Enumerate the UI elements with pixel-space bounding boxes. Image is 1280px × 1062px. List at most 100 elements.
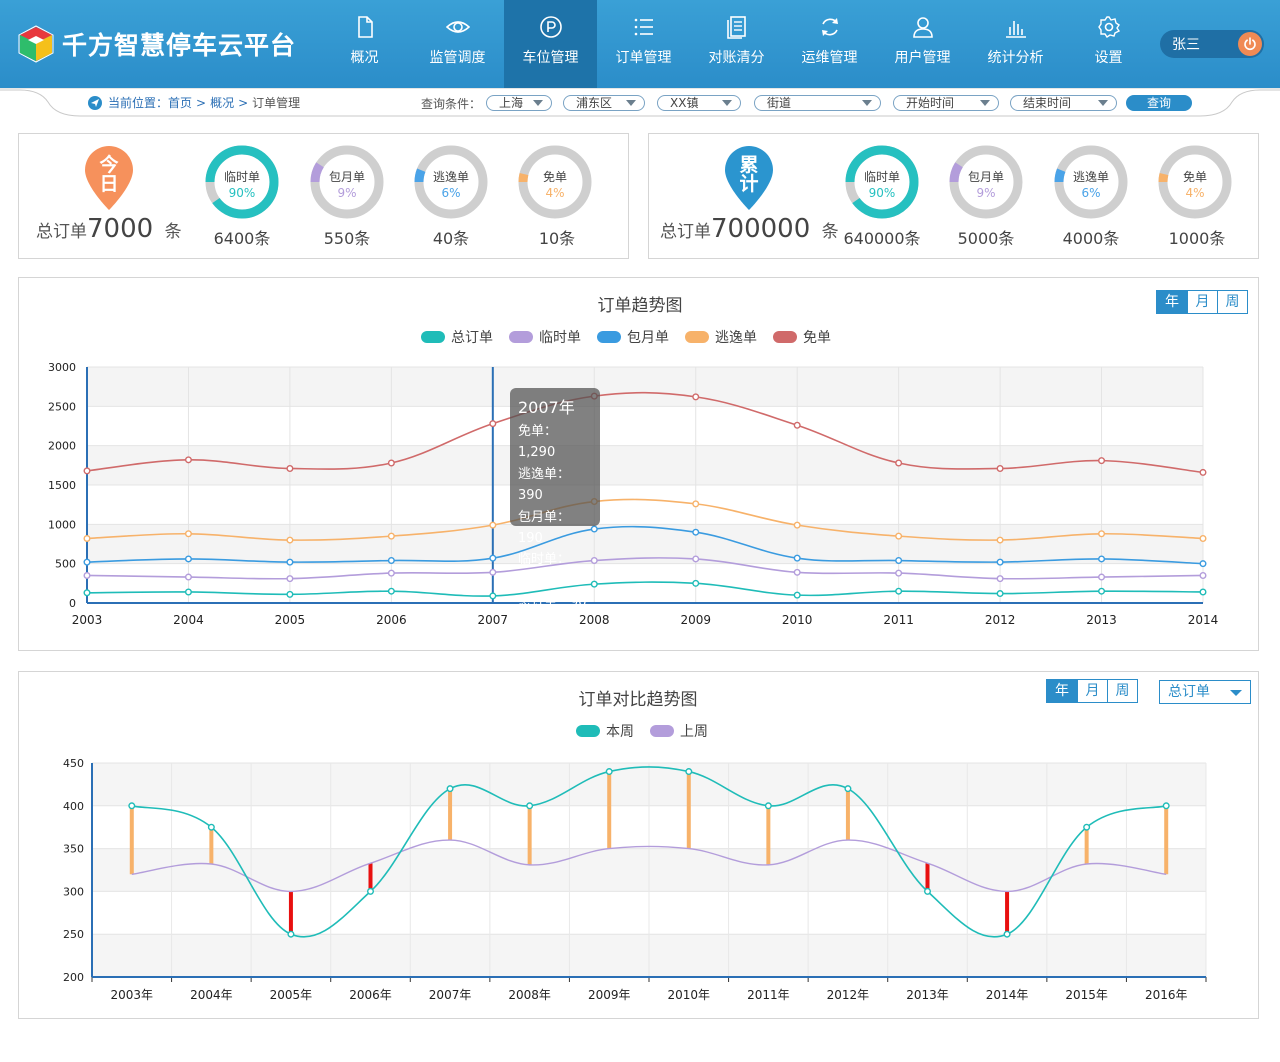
- series-line: [86, 391, 1204, 474]
- town-select-value: XX镇: [670, 96, 699, 110]
- street-select[interactable]: 街道: [754, 95, 881, 111]
- legend-swatch: [773, 331, 797, 343]
- chevron-down-icon: [980, 100, 990, 106]
- y-tick-label: 0: [69, 597, 76, 610]
- data-point: [1098, 573, 1106, 581]
- donut-arc: [949, 145, 1023, 219]
- legend-item[interactable]: 逃逸单: [685, 327, 757, 347]
- donut-2: 逃逸单 6%: [1053, 144, 1129, 220]
- data-point: [996, 464, 1004, 472]
- donut-label: 免单: [1182, 170, 1207, 184]
- nav-item-2[interactable]: 车位管理: [504, 0, 597, 88]
- series-select[interactable]: 总订单: [1159, 680, 1251, 704]
- period-2[interactable]: 周: [1217, 291, 1247, 313]
- nav-item-6[interactable]: 用户管理: [876, 0, 969, 88]
- nav-item-8[interactable]: 设置: [1062, 0, 1155, 88]
- breadcrumb-home[interactable]: 首页: [168, 96, 193, 110]
- donut-ring: [414, 145, 488, 219]
- breadcrumb-sep: >: [238, 95, 249, 110]
- donut-count: 40条: [432, 229, 470, 248]
- series-line: [86, 525, 1204, 565]
- period-2[interactable]: 周: [1107, 680, 1137, 702]
- start-time-select[interactable]: 开始时间: [893, 95, 999, 111]
- nav-item-7[interactable]: 统计分析: [969, 0, 1062, 88]
- legend-swatch: [650, 725, 674, 737]
- y-tick-label: 1000: [48, 518, 76, 531]
- donut-label: 逃逸单: [432, 170, 469, 184]
- today-stats-panel: 今日 总订单7000 条 临时单 90% 6400条 包月单 9% 550条 逃逸单 6% 40…: [18, 133, 629, 259]
- logout-button[interactable]: [1238, 32, 1262, 56]
- location-arrow-icon: [88, 95, 102, 110]
- nav-item-4[interactable]: 对账清分: [690, 0, 783, 88]
- donut-arc: [414, 145, 488, 219]
- app-logo[interactable]: 千方智慧停车云平台: [16, 22, 296, 66]
- data-point: [895, 557, 903, 565]
- donut-percent: 4%: [1185, 186, 1205, 200]
- x-tick-label: 2005: [275, 613, 306, 627]
- chart-tooltip: 2007年 免单：1,290 逃逸单：390 包月单：190 临时单：290 总…: [510, 388, 600, 610]
- data-point: [793, 554, 801, 562]
- data-point: [184, 456, 192, 464]
- data-point: [590, 525, 598, 533]
- tooltip-row: 逃逸单：390: [518, 466, 571, 504]
- legend-item[interactable]: 总订单: [421, 327, 493, 347]
- breadcrumb-current: 订单管理: [252, 96, 301, 110]
- power-icon: [1244, 37, 1256, 51]
- data-point: [895, 587, 903, 595]
- nav-item-label: 设置: [1094, 50, 1123, 66]
- data-point: [489, 592, 497, 600]
- donut-label: 包月单: [967, 170, 1004, 184]
- donut-percent: 6%: [1081, 186, 1101, 200]
- data-point: [1199, 560, 1207, 568]
- legend-item[interactable]: 包月单: [597, 327, 669, 347]
- donut-arc: [845, 145, 919, 219]
- nav-item-0[interactable]: 概况: [318, 0, 411, 88]
- cumulative-pin-icon: [725, 146, 773, 210]
- data-point: [387, 587, 395, 595]
- donut-ring: [949, 145, 1023, 219]
- nav-item-label: 对账清分: [708, 50, 765, 66]
- series-line: [86, 557, 1204, 580]
- data-point: [83, 534, 91, 542]
- data-point: [286, 575, 294, 583]
- cumulative-total-label: 总订单: [660, 222, 711, 242]
- breadcrumb-section[interactable]: 概况: [210, 96, 235, 110]
- street-select-value: 街道: [767, 96, 792, 110]
- legend-item[interactable]: 上周: [650, 721, 708, 741]
- data-point: [895, 569, 903, 577]
- order-compare-legend: 本周 上周: [576, 721, 724, 741]
- nav-item-5[interactable]: 运维管理: [783, 0, 876, 88]
- nav-item-3[interactable]: 订单管理: [597, 0, 690, 88]
- data-point: [895, 532, 903, 540]
- period-1[interactable]: 月: [1077, 680, 1107, 702]
- donut-label: 临时单: [863, 170, 900, 184]
- data-point: [1199, 534, 1207, 542]
- legend-item[interactable]: 临时单: [509, 327, 581, 347]
- data-point: [692, 500, 700, 508]
- data-point: [489, 568, 497, 576]
- donut-3: 免单 4%: [517, 144, 593, 220]
- donut-0: 临时单 90%: [844, 144, 920, 220]
- donut-percent: 4%: [545, 186, 565, 200]
- town-select[interactable]: XX镇: [657, 95, 741, 111]
- end-time-select[interactable]: 结束时间: [1010, 95, 1117, 111]
- ledger-icon: [726, 16, 746, 39]
- user-name: 张三: [1172, 37, 1200, 53]
- x-tick-label: 2007: [478, 613, 509, 627]
- main-nav: 概况 监管调度 车位管理 订单管理 对账清分 运维管理 用户管理 统计分析 设置: [318, 0, 1155, 88]
- app-title: 千方智慧停车云平台: [62, 31, 297, 60]
- data-point: [692, 579, 700, 587]
- nav-item-1[interactable]: 监管调度: [411, 0, 504, 88]
- district-select[interactable]: 浦东区: [563, 95, 645, 111]
- district-select-value: 浦东区: [576, 96, 613, 110]
- period-0[interactable]: 年: [1157, 291, 1187, 313]
- period-1[interactable]: 月: [1187, 291, 1217, 313]
- query-button[interactable]: 查询: [1126, 95, 1192, 111]
- legend-item[interactable]: 免单: [773, 327, 831, 347]
- user-menu[interactable]: 张三: [1160, 30, 1264, 58]
- period-0[interactable]: 年: [1047, 680, 1077, 702]
- donut-ring: [310, 145, 384, 219]
- city-select[interactable]: 上海: [486, 95, 552, 111]
- legend-item[interactable]: 本周: [576, 721, 634, 741]
- list-icon: [634, 18, 653, 36]
